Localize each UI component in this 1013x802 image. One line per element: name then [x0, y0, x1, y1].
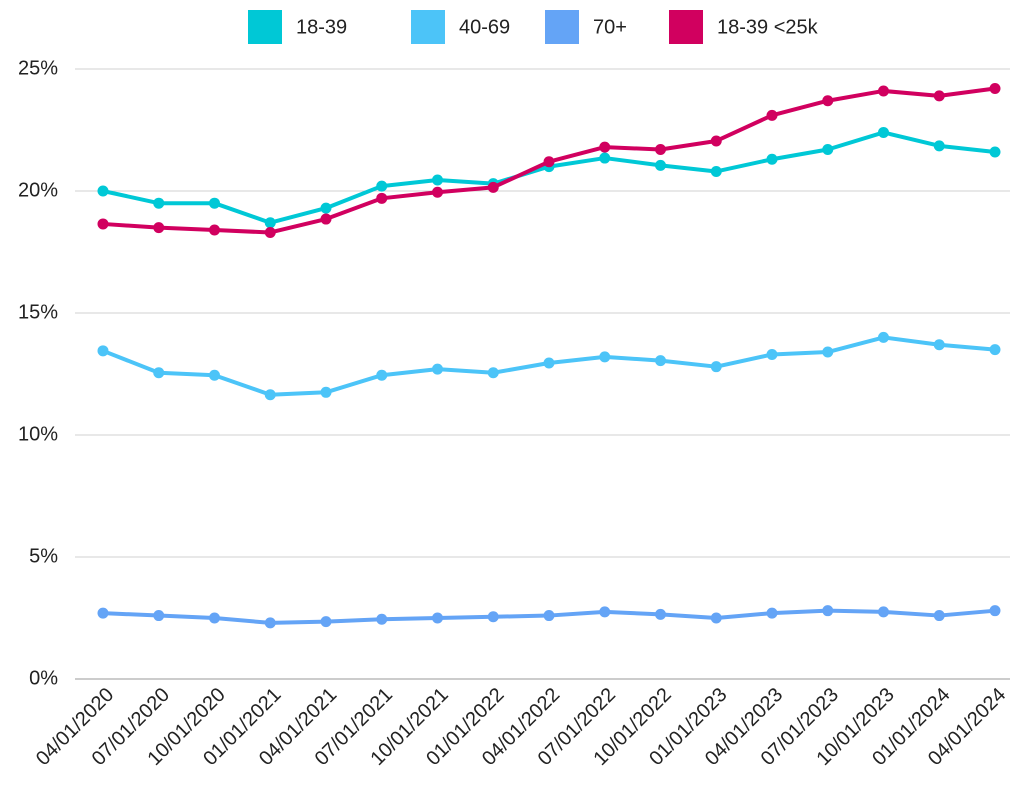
legend-text: 70+: [593, 16, 627, 38]
legend-swatch: [248, 10, 282, 44]
data-point: [209, 224, 220, 236]
data-point: [376, 369, 388, 381]
data-point: [264, 226, 276, 238]
data-point: [376, 192, 388, 204]
data-point: [655, 608, 666, 620]
data-point: [376, 180, 388, 192]
data-point: [710, 361, 722, 373]
legend-text: 40-69: [459, 16, 510, 38]
data-point: [989, 605, 1001, 617]
data-point: [878, 331, 889, 343]
y-tick-label: 0%: [29, 667, 58, 689]
legend-item: 70+: [545, 10, 627, 44]
data-point: [710, 165, 722, 177]
legend-text: 18-39: [296, 16, 347, 38]
data-point: [599, 606, 611, 618]
data-point: [376, 613, 388, 625]
data-point: [432, 186, 443, 198]
data-point: [599, 351, 611, 363]
data-point: [320, 616, 332, 628]
y-tick-label: 25%: [18, 57, 58, 79]
data-point: [97, 218, 109, 230]
data-point: [209, 612, 220, 624]
data-point: [989, 344, 1001, 356]
data-point: [822, 605, 834, 617]
data-point: [264, 617, 276, 629]
legend-swatch: [545, 10, 579, 44]
data-point: [933, 339, 945, 351]
legend-text: 18-39 <25k: [717, 16, 819, 38]
data-point: [432, 612, 443, 624]
data-point: [264, 389, 276, 401]
data-point: [766, 607, 778, 619]
data-point: [432, 363, 443, 375]
data-point: [153, 610, 165, 622]
data-point: [710, 135, 722, 147]
data-point: [153, 367, 165, 379]
data-point: [933, 610, 945, 622]
y-tick-label: 5%: [29, 545, 58, 567]
data-point: [710, 612, 722, 624]
data-point: [543, 610, 555, 622]
data-point: [153, 197, 165, 209]
data-point: [599, 141, 611, 153]
data-point: [320, 213, 332, 225]
data-point: [655, 144, 666, 156]
data-point: [543, 357, 555, 369]
data-point: [487, 367, 499, 379]
data-point: [989, 83, 1001, 95]
data-point: [822, 95, 834, 107]
legend-swatch: [411, 10, 445, 44]
data-point: [543, 156, 555, 168]
data-point: [320, 386, 332, 398]
data-point: [209, 369, 220, 381]
data-point: [264, 217, 276, 229]
legend-item: 40-69: [411, 10, 510, 44]
data-point: [320, 202, 332, 214]
data-point: [487, 611, 499, 623]
legend-swatch: [669, 10, 703, 44]
legend-item: 18-39 <25k: [669, 10, 819, 44]
data-point: [655, 355, 666, 367]
data-point: [153, 222, 165, 234]
legend-item: 18-39: [248, 10, 347, 44]
series-line: [102, 130, 996, 225]
data-point: [97, 185, 109, 197]
data-point: [97, 607, 109, 619]
y-tick-label: 20%: [18, 179, 58, 201]
data-point: [766, 109, 778, 121]
data-point: [655, 159, 666, 171]
data-point: [822, 144, 834, 156]
data-point: [97, 345, 109, 357]
data-point: [989, 146, 1001, 158]
data-point: [933, 140, 945, 152]
data-point: [878, 126, 889, 138]
data-point: [599, 152, 611, 164]
data-point: [487, 181, 499, 193]
data-point: [822, 346, 834, 358]
data-point: [432, 174, 443, 186]
data-point: [766, 348, 778, 360]
y-tick-label: 10%: [18, 423, 58, 445]
data-point: [209, 197, 220, 209]
y-tick-label: 15%: [18, 301, 58, 323]
data-point: [933, 90, 945, 102]
data-point: [878, 606, 889, 618]
data-point: [766, 153, 778, 165]
data-point: [878, 85, 889, 97]
